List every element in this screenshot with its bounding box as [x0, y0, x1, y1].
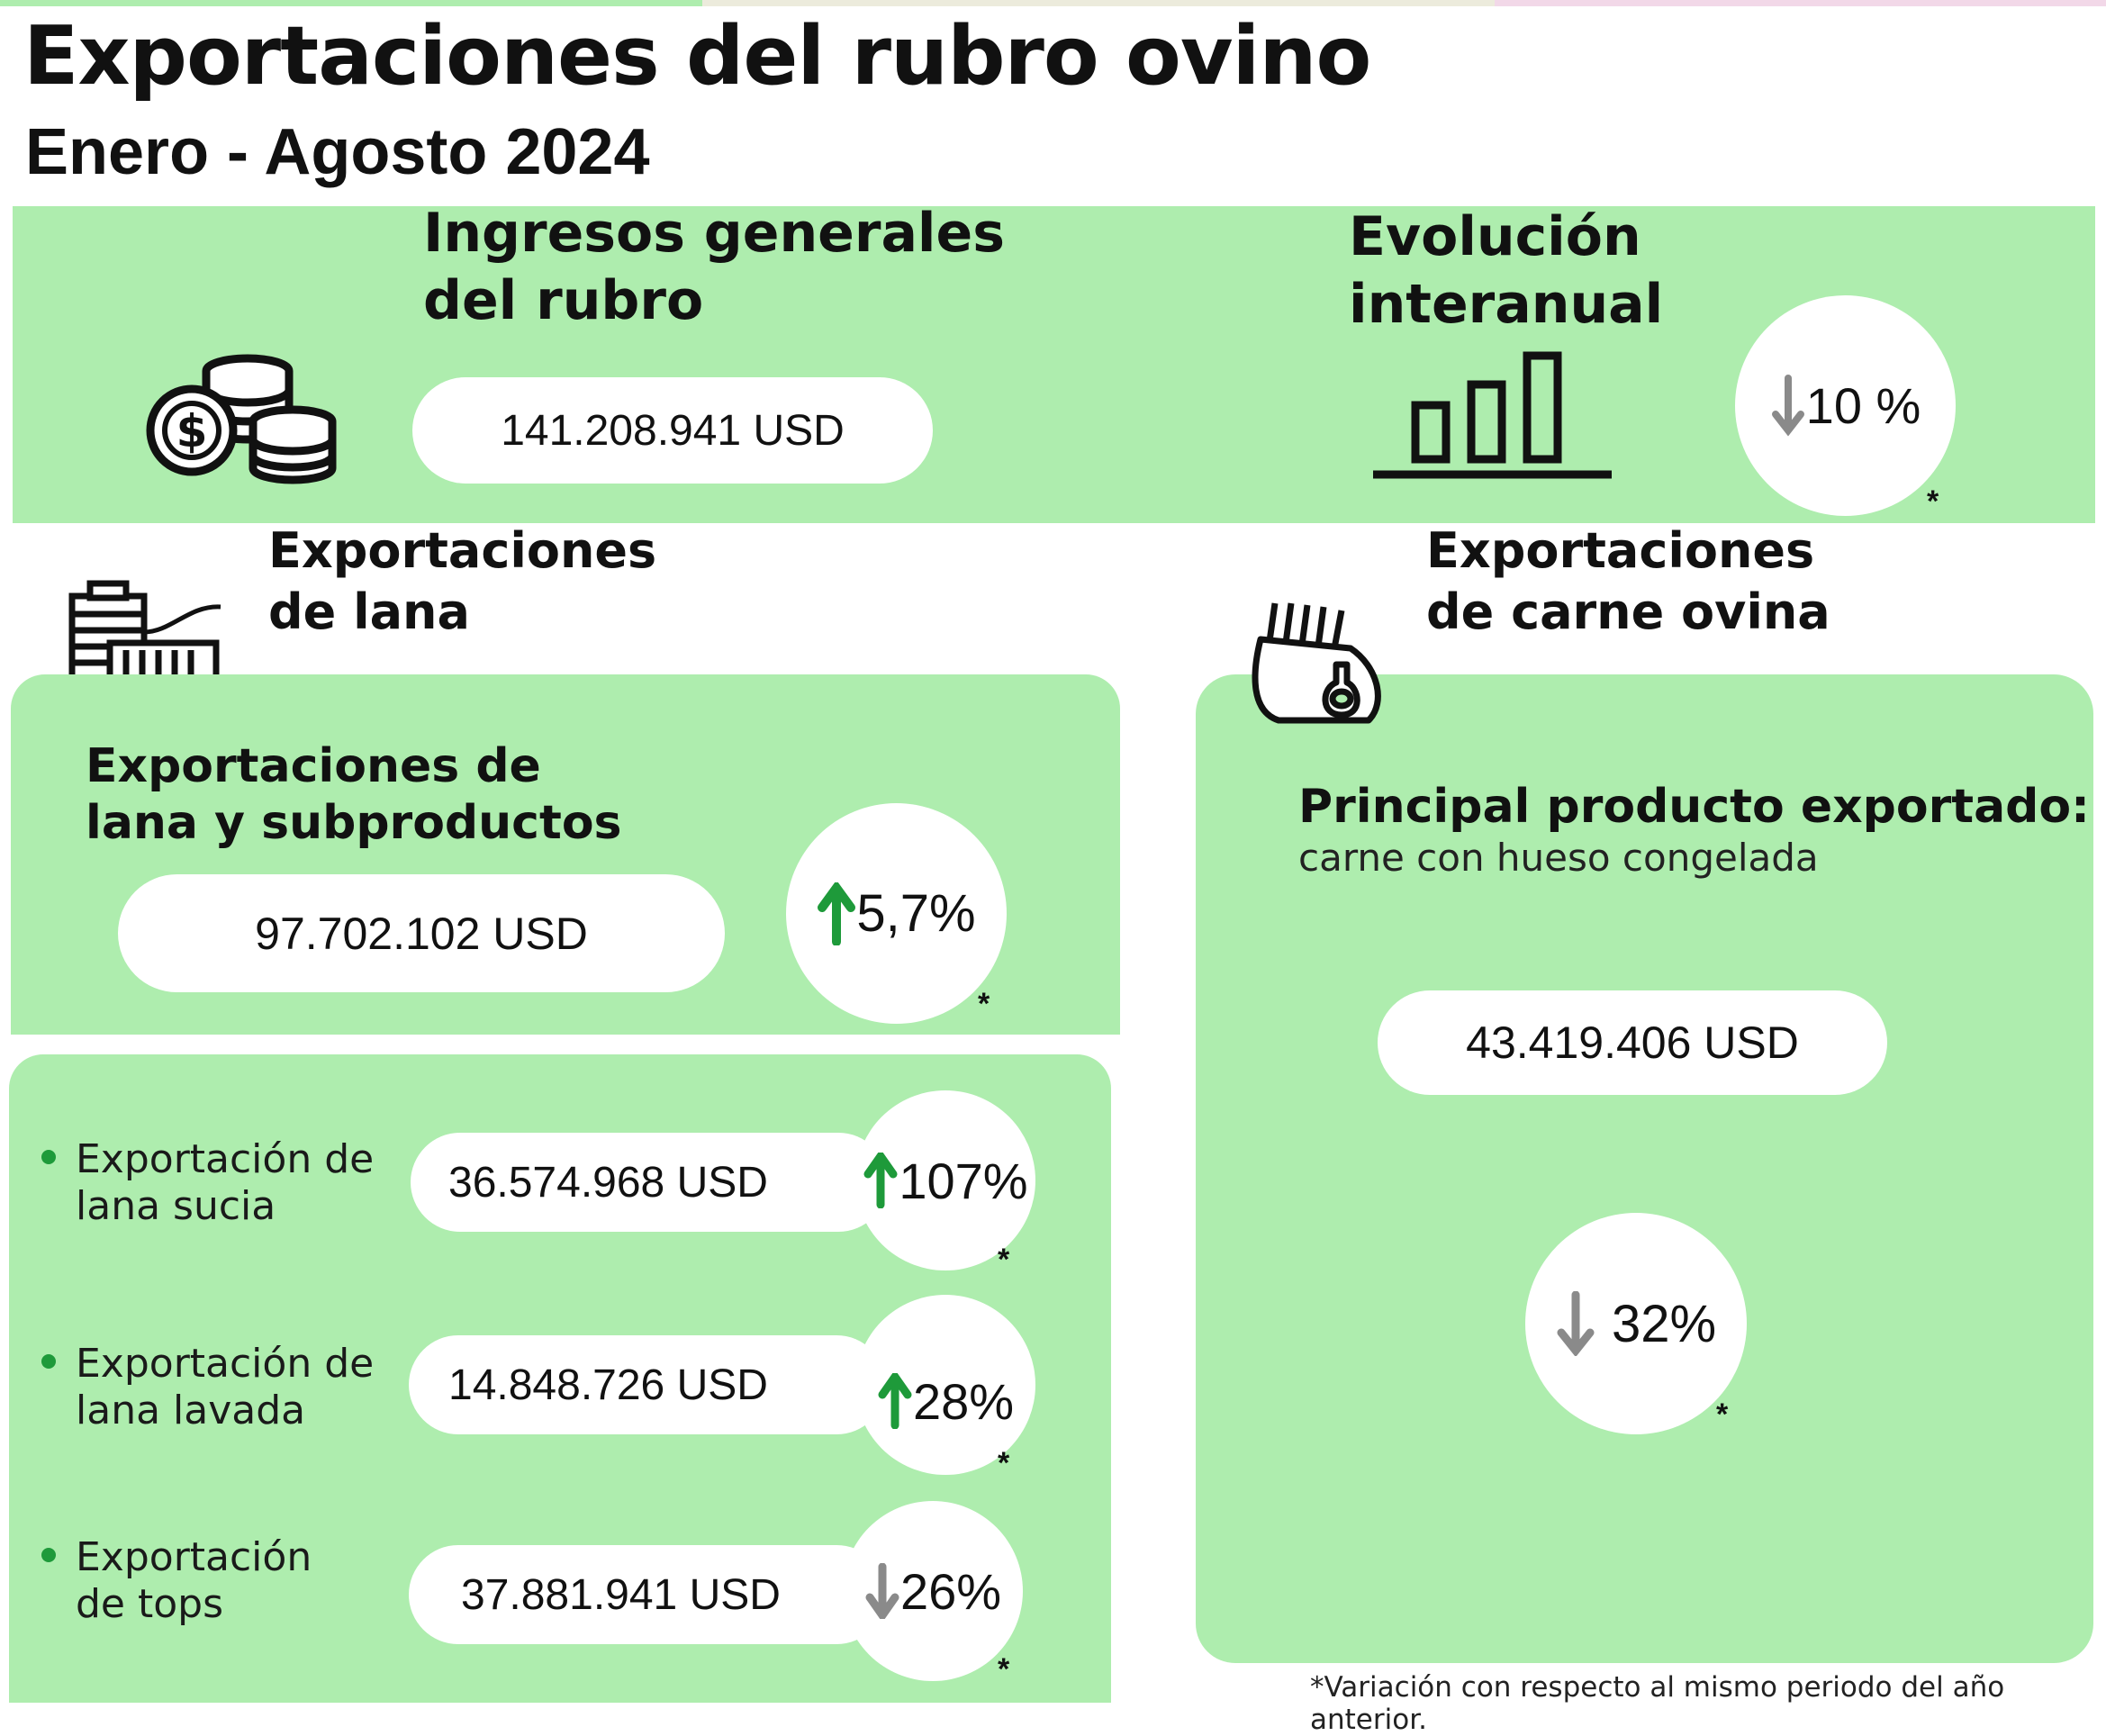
page-subtitle: Enero - Agosto 2024: [25, 116, 650, 188]
tops-label-line2: de tops: [76, 1580, 224, 1627]
tops-change-value: 26%: [899, 1562, 1002, 1620]
carne-card: [1196, 674, 2093, 1663]
ingresos-title-line2: del rubro: [423, 269, 704, 332]
lana-summary-value: 97.702.102 USD: [118, 874, 725, 992]
carne-title-line1: Exportaciones: [1426, 522, 1815, 579]
lana-sucia-value: 36.574.968 USD: [411, 1133, 888, 1232]
carne-product-heading: Principal producto exportado:: [1298, 780, 2090, 834]
top-strip-pink: [1495, 0, 2106, 6]
coins-dollar-icon: $: [146, 354, 337, 484]
arrow-down-icon: [1771, 374, 1804, 437]
evolucion-change-badge: 10 %: [1735, 295, 1956, 516]
tops-value: 37.881.941 USD: [409, 1545, 886, 1644]
evolucion-title: Evolución interanual: [1349, 203, 1663, 339]
lana-sucia-change-badge: 107%: [855, 1090, 1035, 1270]
lana-lavada-label: Exportación de lana lavada: [76, 1341, 374, 1434]
lana-summary-title: Exportaciones de lana y subproductos: [86, 738, 622, 853]
ingresos-title-line1: Ingresos generales: [423, 202, 1005, 265]
svg-text:$: $: [176, 405, 208, 457]
lana-lavada-change-value: 28%: [912, 1372, 1015, 1430]
lana-lavada-asterisk: *: [998, 1446, 1010, 1480]
lana-summary-asterisk: *: [978, 987, 990, 1021]
lana-sucia-asterisk: *: [998, 1243, 1010, 1277]
lana-title-line2: de lana: [268, 583, 470, 640]
bullet-dot: [41, 1150, 56, 1164]
carne-value: 43.419.406 USD: [1378, 990, 1887, 1095]
lana-sucia-label: Exportación de lana sucia: [76, 1136, 374, 1230]
lana-title-line1: Exportaciones: [268, 522, 657, 579]
lamb-meat-icon: [1252, 602, 1381, 724]
arrow-up-icon: [863, 1153, 898, 1208]
footnote: *Variación con respecto al mismo periodo…: [1310, 1671, 2005, 1736]
tops-label-line1: Exportación: [76, 1534, 312, 1580]
tops-change-badge: 26%: [843, 1501, 1023, 1681]
lana-section-title: Exportaciones de lana: [268, 520, 656, 642]
lana-summary-change-badge: 5,7%: [786, 803, 1007, 1024]
ingresos-value: 141.208.941 USD: [412, 377, 933, 484]
top-strip-beige: [702, 0, 1495, 6]
lana-summary-change-value: 5,7%: [856, 884, 976, 943]
top-strip-green: [0, 0, 702, 6]
lana-lavada-change-badge: 28%: [855, 1295, 1035, 1475]
lana-lavada-label-line1: Exportación de: [76, 1341, 375, 1387]
lana-lavada-label-line2: lana lavada: [76, 1387, 306, 1433]
tops-label: Exportación de tops: [76, 1534, 312, 1628]
arrow-up-icon: [818, 882, 856, 945]
carne-product-name: carne con hueso congelada: [1298, 836, 1819, 880]
evolucion-change-value: 10 %: [1805, 377, 1921, 434]
lana-sucia-label-line1: Exportación de: [76, 1136, 375, 1182]
lana-sucia-label-line2: lana sucia: [76, 1182, 276, 1229]
page-title: Exportaciones del rubro ovino: [23, 9, 1371, 104]
lana-summary-title-line1: Exportaciones de: [86, 739, 541, 793]
bar-chart-icon: [1373, 351, 1612, 479]
arrow-down-icon: [865, 1563, 899, 1619]
lana-lavada-value: 14.848.726 USD: [409, 1335, 886, 1434]
bullet-dot: [41, 1548, 56, 1562]
arrow-down-icon: [1557, 1291, 1595, 1356]
carne-title-line2: de carne ovina: [1426, 583, 1830, 640]
bullet-dot: [41, 1354, 56, 1369]
carne-section-title: Exportaciones de carne ovina: [1426, 520, 1830, 642]
arrow-up-icon: [878, 1373, 912, 1429]
ingresos-title: Ingresos generales del rubro: [423, 200, 1005, 335]
lana-summary-title-line2: lana y subproductos: [86, 796, 622, 851]
lana-sucia-change-value: 107%: [899, 1152, 1028, 1209]
carne-change-value: 32%: [1611, 1294, 1717, 1353]
evolucion-asterisk: *: [1927, 484, 1939, 519]
carne-change-badge: 32%: [1525, 1213, 1747, 1434]
evolucion-title-line1: Evolución: [1349, 205, 1641, 268]
tops-asterisk: *: [998, 1652, 1010, 1686]
carne-asterisk: *: [1716, 1397, 1729, 1432]
evolucion-title-line2: interanual: [1349, 273, 1664, 336]
